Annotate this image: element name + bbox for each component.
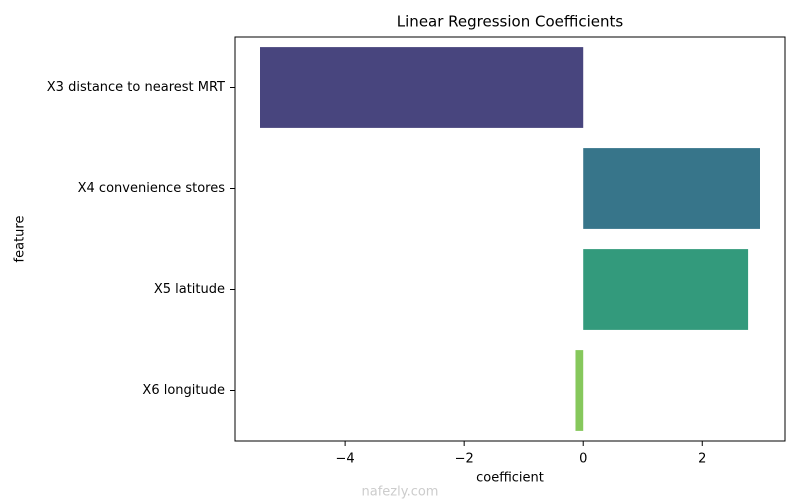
x-tick-label: 0: [579, 452, 587, 467]
y-tick-label: X6 longitude: [142, 383, 225, 398]
y-axis-label: feature: [13, 216, 28, 263]
x-axis-label: coefficient: [476, 471, 544, 486]
watermark: nafezly.com: [362, 485, 439, 500]
bar: [583, 148, 760, 229]
y-tick-label: X3 distance to nearest MRT: [47, 80, 225, 95]
x-tick-label: −4: [336, 452, 355, 467]
x-tick-label: 2: [698, 452, 706, 467]
y-tick-label: X4 convenience stores: [78, 181, 226, 196]
bar: [575, 350, 584, 431]
bar: [260, 47, 584, 128]
chart-title: Linear Regression Coefficients: [397, 13, 624, 31]
y-tick-label: X5 latitude: [154, 282, 225, 297]
plot-frame: [234, 36, 786, 442]
bar: [583, 249, 749, 330]
x-tick-label: −2: [455, 452, 474, 467]
